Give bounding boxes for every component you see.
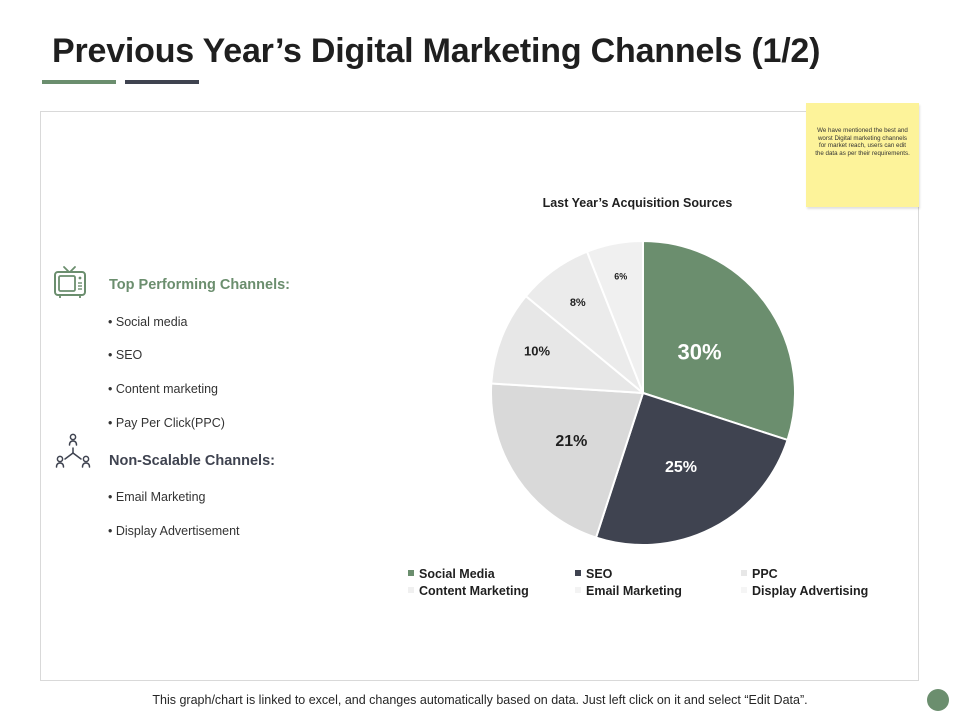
pie-slice-content-marketing[interactable]	[490, 382, 645, 539]
top-channels-heading: Top Performing Channels:	[109, 277, 290, 293]
non-scalable-item: Display Advertisement	[108, 524, 240, 538]
pie-data-label: 25%	[665, 459, 697, 476]
pie-data-label: 10%	[524, 344, 550, 359]
pie-slice-seo[interactable]	[594, 391, 789, 546]
people-network-icon	[55, 433, 91, 468]
legend-label: Email Marketing	[586, 584, 682, 598]
pie-data-label: 8%	[570, 297, 586, 309]
legend-label: PPC	[752, 567, 778, 581]
page-title: Previous Year’s Digital Marketing Channe…	[52, 32, 821, 70]
sticky-note: We have mentioned the best and worst Dig…	[806, 103, 919, 207]
legend-swatch	[408, 587, 414, 593]
top-channel-item: Content marketing	[108, 382, 218, 396]
legend-ppc[interactable]: PPC	[741, 567, 778, 581]
legend-email-marketing[interactable]: Email Marketing	[575, 584, 682, 598]
top-channel-item: Pay Per Click(PPC)	[108, 416, 225, 430]
pie-data-label: 21%	[555, 433, 587, 450]
footer-note: This graph/chart is linked to excel, and…	[152, 693, 808, 707]
legend-swatch	[741, 570, 747, 576]
legend-label: Content Marketing	[419, 584, 529, 598]
legend-swatch	[408, 570, 414, 576]
chart-title[interactable]: Last Year’s Acquisition Sources	[542, 196, 733, 210]
television-icon	[54, 266, 86, 298]
top-channel-item: SEO	[108, 348, 142, 362]
legend-label: Social Media	[419, 567, 495, 581]
pie-data-label: 30%	[678, 339, 722, 364]
pie-slice-social-media[interactable]	[642, 239, 796, 442]
legend-label: SEO	[586, 567, 613, 581]
legend-swatch	[575, 587, 581, 593]
legend-content-marketing[interactable]: Content Marketing	[408, 584, 529, 598]
legend-label: Display Advertising	[752, 584, 869, 598]
title-underline-navy	[125, 80, 199, 84]
pie-slice-display-advertising[interactable]	[585, 239, 644, 394]
pie-chart[interactable]: 30% 25% 21% 10% 8% 6%	[480, 232, 806, 558]
legend-seo[interactable]: SEO	[575, 567, 612, 581]
legend-social-media[interactable]: Social Media	[408, 567, 495, 581]
pie-slice-ppc[interactable]	[490, 294, 647, 395]
pie-data-label: 6%	[614, 272, 627, 282]
legend-swatch	[741, 587, 747, 593]
legend-display-advertising[interactable]: Display Advertising	[741, 584, 868, 598]
non-scalable-heading: Non-Scalable Channels:	[109, 453, 275, 469]
content-panel	[40, 111, 919, 681]
legend-swatch	[575, 570, 581, 576]
corner-dot	[927, 689, 949, 711]
top-channel-item: Social media	[108, 315, 188, 329]
title-underline-green	[42, 80, 116, 84]
non-scalable-item: Email Marketing	[108, 490, 206, 504]
